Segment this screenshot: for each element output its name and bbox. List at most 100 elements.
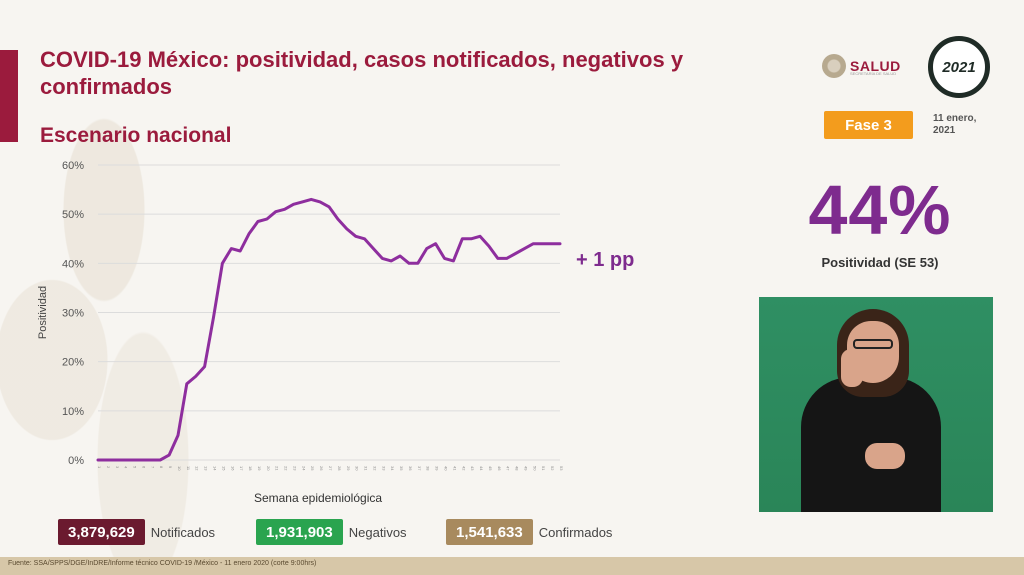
series-point (186, 382, 188, 385)
series-point (345, 228, 348, 230)
series-point (497, 257, 499, 260)
series-point (434, 242, 437, 245)
totals-row: 3,879,629 Notificados (58, 519, 215, 545)
series-point (505, 257, 508, 260)
series-point (221, 262, 224, 265)
series-point (283, 208, 286, 211)
notificados-value: 3,879,629 (58, 519, 145, 545)
x-tick-label: 20 (266, 466, 271, 471)
series-point (292, 203, 295, 206)
x-tick-label: 7 (150, 466, 155, 469)
salud-logo-subtext: SECRETARÍA DE SALUD (850, 71, 897, 76)
x-tick-label: 39 (435, 466, 440, 471)
x-tick-label: 41 (452, 466, 457, 471)
series-point (399, 255, 401, 257)
report-date: 11 enero, 2021 (933, 113, 977, 136)
series-point (523, 247, 526, 250)
series-point (212, 316, 215, 319)
x-tick-label: 18 (248, 466, 253, 471)
y-tick-label: 50% (62, 209, 84, 221)
series-point (479, 235, 481, 238)
series-point (390, 260, 392, 262)
x-tick-label: 15 (221, 466, 226, 471)
series-point (123, 459, 126, 461)
positivity-series-line (96, 197, 562, 462)
x-tick-label: 5 (133, 466, 138, 469)
x-tick-label: 13 (204, 466, 209, 471)
series-points (97, 198, 561, 461)
positivity-value: 44% (808, 171, 952, 249)
series-point (381, 257, 384, 260)
x-tick-label: 42 (461, 466, 466, 471)
series-point (203, 365, 206, 368)
x-tick-label: 37 (417, 466, 422, 471)
x-tick-label: 29 (346, 466, 351, 471)
x-tick-label: 47 (506, 466, 511, 471)
x-tick-label: 36 (408, 466, 413, 471)
x-axis-label: Semana epidemiológica (254, 491, 382, 505)
x-tick-label: 46 (497, 466, 502, 471)
x-tick-label: 28 (337, 466, 342, 471)
series-point (337, 218, 339, 220)
series-point (461, 237, 464, 240)
sign-language-interpreter-video (759, 297, 993, 512)
series-point (132, 459, 135, 461)
x-tick-label: 14 (213, 466, 218, 471)
x-tick-label: 16 (230, 466, 235, 471)
chart-grid (98, 164, 560, 461)
x-tick-label: 27 (328, 466, 333, 471)
series-point (328, 205, 330, 208)
page-title: COVID-19 México: positividad, casos noti… (40, 47, 684, 99)
x-tick-label: 38 (426, 466, 431, 471)
series-point (301, 201, 304, 203)
series-point (443, 257, 446, 260)
x-tick-label: 8 (159, 466, 164, 469)
series-point (194, 375, 197, 378)
x-tick-label: 19 (257, 466, 262, 471)
positivity-change: + 1 pp (576, 249, 635, 271)
series-point (177, 434, 179, 437)
x-tick-label: 44 (479, 466, 484, 471)
x-tick-label: 10 (177, 466, 182, 471)
x-tick-label: 21 (275, 466, 280, 471)
y-tick-label: 40% (62, 258, 84, 270)
negativos-group: 1,931,903 Negativos (256, 519, 407, 545)
y-axis-ticks: 0% 10% 20% 30% 40% 50% 60% (62, 160, 84, 467)
series-point (372, 247, 375, 250)
background-ornament (0, 60, 260, 560)
notificados-label: Notificados (150, 524, 216, 540)
x-tick-label: 1 (97, 466, 102, 469)
x-tick-label: 25 (310, 466, 315, 471)
negativos-value: 1,931,903 (256, 519, 343, 545)
phase-badge: Fase 3 (824, 111, 913, 139)
series-point (257, 220, 259, 223)
x-tick-label: 26 (319, 466, 324, 471)
series-point (452, 260, 455, 262)
y-tick-label: 10% (62, 406, 84, 418)
series-point (239, 250, 241, 252)
x-tick-label: 35 (399, 466, 404, 471)
series-point (425, 247, 428, 250)
x-tick-label: 40 (444, 466, 449, 471)
series-point (266, 218, 268, 220)
x-tick-label: 22 (284, 466, 289, 471)
x-tick-label: 30 (355, 466, 360, 471)
page-subtitle: Escenario nacional (40, 124, 232, 147)
series-point (230, 247, 233, 250)
series-point (488, 245, 490, 247)
series-point (248, 233, 250, 235)
interpreter-glasses (853, 339, 893, 349)
series-point (354, 235, 357, 238)
x-tick-label: 12 (195, 466, 200, 471)
confirmados-label: Confirmados (538, 524, 613, 540)
x-axis-ticks: 1 2 3 4 5 6 7 8 9 10 11 12 13 14 15 16 17 18 19 20 21 22 23 24 2… (97, 466, 564, 471)
x-tick-label: 4 (124, 466, 129, 469)
x-tick-label: 52 (550, 466, 555, 471)
series-point (559, 242, 561, 245)
series-point (541, 242, 544, 245)
series-point (470, 237, 472, 240)
x-tick-label: 9 (168, 466, 173, 469)
x-tick-label: 6 (141, 466, 146, 469)
series-point (159, 459, 161, 461)
interpreter-hand-lower (865, 443, 905, 469)
